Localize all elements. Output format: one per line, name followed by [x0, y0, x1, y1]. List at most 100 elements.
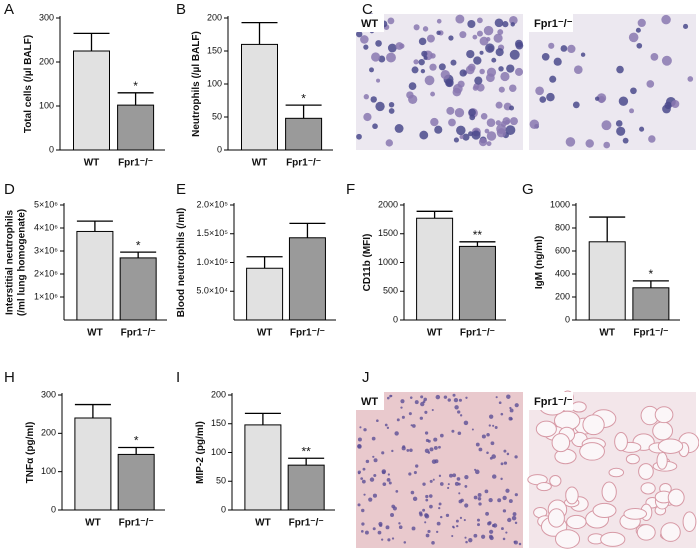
panel-label: B — [176, 1, 186, 18]
nucleus — [505, 488, 510, 493]
y-tick-label: 0 — [217, 144, 222, 154]
nucleus — [372, 527, 376, 531]
nucleus — [390, 394, 393, 398]
y-tick-label: 2×10⁶ — [34, 268, 58, 278]
nucleus — [425, 438, 430, 443]
cell — [505, 125, 516, 135]
nucleus — [484, 489, 489, 494]
nucleus — [459, 414, 463, 417]
nucleus — [400, 399, 405, 404]
y-tick-label: 2000 — [378, 199, 398, 209]
nucleus — [508, 499, 513, 504]
nucleus — [487, 521, 491, 526]
cell — [413, 59, 419, 65]
cell — [687, 76, 694, 82]
y-tick-label: 5×10⁶ — [34, 199, 58, 209]
cell — [546, 92, 555, 102]
panel-label: I — [176, 369, 180, 386]
nucleus — [386, 396, 390, 400]
cell — [473, 56, 482, 65]
cell — [486, 131, 497, 141]
bar — [241, 43, 278, 151]
y-tick-label: 4×10⁶ — [34, 222, 58, 232]
y-tick-label: 1500 — [378, 228, 398, 238]
y-tick-label: 0 — [221, 504, 226, 514]
nucleus — [457, 482, 461, 486]
nucleus — [429, 479, 433, 483]
y-tick-label: 200 — [39, 56, 54, 66]
nucleus — [478, 447, 483, 452]
bar — [117, 453, 155, 511]
bar — [285, 117, 323, 151]
y-axis-label: Interstitial neutrophils — [5, 210, 16, 315]
x-tick-label: Fpr1⁻/⁻ — [119, 518, 154, 529]
significance: ** — [301, 444, 311, 458]
nucleus — [377, 530, 382, 535]
nucleus — [503, 461, 508, 465]
cell — [479, 68, 485, 75]
image-label-box — [356, 392, 384, 410]
nucleus — [360, 477, 364, 480]
cell — [601, 120, 612, 131]
alveolus — [549, 475, 562, 487]
y-tick-label: 1×10⁶ — [34, 291, 58, 301]
cell — [360, 35, 369, 44]
bar — [246, 267, 284, 321]
nucleus — [428, 494, 433, 498]
nucleus — [497, 498, 502, 503]
nucleus — [481, 534, 486, 539]
cell — [495, 120, 501, 126]
nucleus — [500, 462, 504, 466]
nucleus — [477, 496, 482, 501]
cell — [650, 53, 659, 61]
nucleus — [518, 542, 522, 546]
nucleus — [439, 515, 443, 519]
y-tick-label: 500 — [383, 286, 398, 296]
nucleus — [423, 397, 427, 402]
cell — [388, 108, 395, 114]
cell — [498, 66, 504, 72]
nucleus — [488, 424, 491, 427]
nucleus — [458, 398, 462, 402]
y-axis-label: CD11b (MFI) — [362, 234, 373, 292]
nucleus — [414, 400, 419, 405]
nucleus — [381, 451, 385, 455]
bar — [588, 241, 626, 321]
cell — [636, 42, 643, 49]
nucleus — [503, 449, 507, 453]
nucleus — [411, 526, 416, 531]
alveolus — [601, 481, 617, 503]
nucleus — [456, 477, 461, 481]
nucleus — [505, 531, 508, 534]
cell — [476, 30, 483, 37]
nucleus — [489, 456, 493, 460]
nucleus — [425, 494, 429, 499]
nucleus — [498, 401, 502, 405]
nucleus — [394, 431, 399, 436]
nucleus — [489, 529, 494, 534]
cell — [418, 58, 425, 66]
significance: * — [134, 434, 139, 448]
nucleus — [514, 521, 518, 525]
cell — [671, 99, 680, 109]
cell — [455, 14, 465, 24]
bar — [458, 245, 496, 321]
x-tick-label: Fpr1⁻/⁻ — [290, 328, 325, 339]
nucleus — [424, 521, 427, 524]
nucleus — [465, 540, 468, 544]
cell — [648, 135, 656, 143]
nucleus — [452, 526, 455, 529]
nucleus — [509, 408, 514, 413]
bar — [632, 287, 670, 321]
nucleus — [506, 452, 510, 456]
alveolus — [623, 508, 648, 520]
cell — [565, 137, 576, 147]
panel-label: H — [4, 369, 15, 386]
cell — [479, 36, 489, 46]
cell — [423, 55, 428, 60]
cell — [515, 67, 524, 76]
bar — [287, 464, 325, 511]
nucleus — [502, 537, 506, 541]
panel-label: D — [4, 181, 15, 198]
cell — [430, 53, 436, 59]
